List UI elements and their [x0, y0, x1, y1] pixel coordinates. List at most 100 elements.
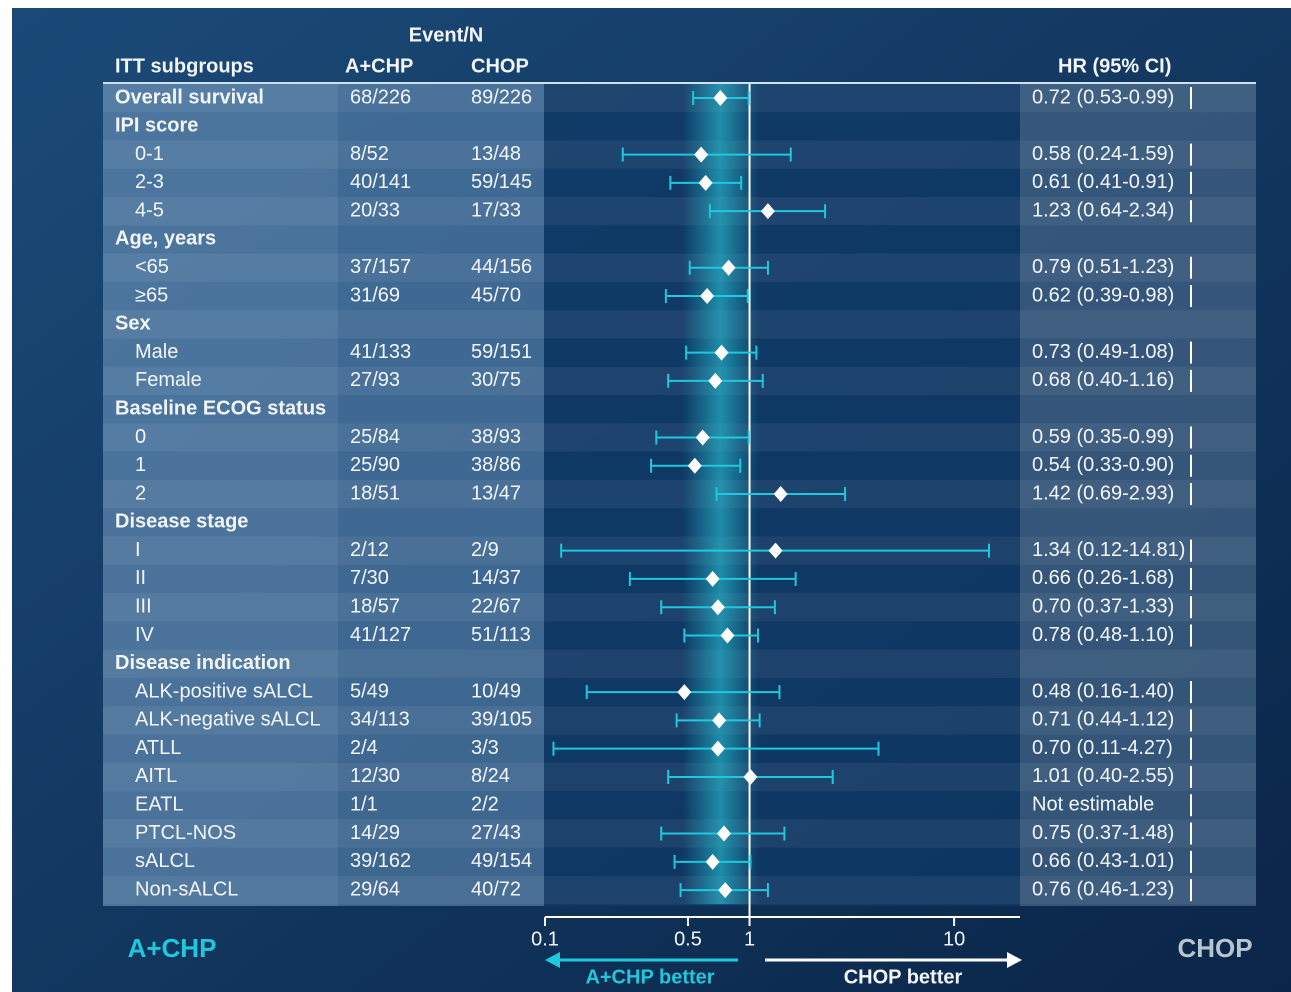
arm-a-events: 8/52: [350, 143, 389, 165]
arm-a-events: 25/90: [350, 454, 400, 476]
hr-point: [773, 486, 788, 503]
arm-b-events: 30/75: [471, 369, 521, 391]
arm-b-header: CHOP: [471, 55, 529, 77]
arm-a-events: 40/141: [350, 171, 411, 193]
arm-a-events: 2/4: [350, 737, 378, 759]
hr-text: 0.76 (0.46-1.23): [1032, 878, 1174, 900]
hr-text: 0.58 (0.24-1.59): [1032, 143, 1174, 165]
arm-a-events: 20/33: [350, 199, 400, 221]
row-label: ATLL: [135, 737, 181, 759]
row-label: Non-sALCL: [135, 878, 238, 900]
hr-text: 1.01 (0.40-2.55): [1032, 765, 1174, 787]
hr-point: [721, 259, 736, 276]
hr-text: 1.34 (0.12-14.81): [1032, 539, 1185, 561]
row-label: Male: [135, 341, 178, 363]
row-label: Disease stage: [115, 511, 248, 533]
row-label: Age, years: [115, 228, 216, 250]
events-panel: [338, 84, 544, 906]
hr-text: 0.54 (0.33-0.90): [1032, 454, 1174, 476]
hr-text: 0.62 (0.39-0.98): [1032, 284, 1174, 306]
arm-b-events: 45/70: [471, 284, 521, 306]
hr-point: [708, 372, 723, 389]
hr-point: [710, 599, 725, 616]
x-tick-label: 1: [744, 928, 755, 950]
hr-text: 0.78 (0.48-1.10): [1032, 624, 1174, 646]
row-label: sALCL: [135, 850, 195, 872]
hr-point: [698, 174, 713, 191]
hr-point: [694, 146, 709, 163]
row-label: AITL: [135, 765, 177, 787]
x-label-right: CHOP better: [844, 966, 963, 988]
x-tick-label: 0.1: [531, 928, 559, 950]
arm-a-events: 37/157: [350, 256, 411, 278]
row-label: EATL: [135, 794, 184, 816]
row-label: PTCL-NOS: [135, 822, 236, 844]
row-label: IPI score: [115, 115, 198, 137]
arm-a-events: 39/162: [350, 850, 411, 872]
x-tick-label: 10: [943, 928, 965, 950]
hr-point: [716, 825, 731, 842]
hr-point: [720, 627, 735, 644]
row-label: 4-5: [135, 199, 164, 221]
arm-a-events: 25/84: [350, 426, 400, 448]
hr-point: [695, 429, 710, 446]
hr-point: [710, 740, 725, 757]
arm-a-events: 31/69: [350, 284, 400, 306]
row-label: ≥65: [135, 284, 168, 306]
hr-point: [718, 882, 733, 899]
row-label: Overall survival: [115, 86, 264, 108]
arm-a-events: 18/51: [350, 482, 400, 504]
hr-text: 1.23 (0.64-2.34): [1032, 199, 1174, 221]
arm-b-events: 38/86: [471, 454, 521, 476]
arm-b-events: 49/154: [471, 850, 532, 872]
hr-text: 0.75 (0.37-1.48): [1032, 822, 1174, 844]
row-label: 1: [135, 454, 146, 476]
row-stripe: [103, 875, 1256, 905]
arm-b-events: 13/48: [471, 143, 521, 165]
hr-point: [714, 344, 729, 361]
row-stripe: [103, 649, 1256, 678]
row-label: Baseline ECOG status: [115, 397, 326, 419]
arm-b-events: 8/24: [471, 765, 510, 787]
row-stripe: [103, 83, 1256, 113]
hr-text: 0.66 (0.43-1.01): [1032, 850, 1174, 872]
row-label: II: [135, 567, 146, 589]
hr-text: 0.59 (0.35-0.99): [1032, 426, 1174, 448]
arm-a-events: 7/30: [350, 567, 389, 589]
row-label: Disease indication: [115, 652, 291, 674]
arm-b-events: 38/93: [471, 426, 521, 448]
arm-b-events: 89/226: [471, 86, 532, 108]
arm-b-events: 14/37: [471, 567, 521, 589]
hr-text: 0.70 (0.37-1.33): [1032, 596, 1174, 618]
arm-b-events: 27/43: [471, 822, 521, 844]
hr-text: 0.48 (0.16-1.40): [1032, 680, 1174, 702]
hr-point: [687, 457, 702, 474]
hr-text: 0.66 (0.26-1.68): [1032, 567, 1174, 589]
row-stripe: [103, 310, 1256, 339]
row-label: 0: [135, 426, 146, 448]
arm-a-events: 41/127: [350, 624, 411, 646]
row-stripe: [103, 253, 1256, 282]
corner-right: CHOP: [1177, 933, 1252, 963]
row-label: Female: [135, 369, 202, 391]
row-label: III: [135, 596, 152, 618]
row-stripe: [103, 479, 1256, 509]
hr-point: [705, 570, 720, 587]
arm-a-events: 2/12: [350, 539, 389, 561]
arm-b-events: 13/47: [471, 482, 521, 504]
arm-b-events: 44/156: [471, 256, 532, 278]
arm-b-events: 17/33: [471, 199, 521, 221]
row-label: ALK-negative sALCL: [135, 709, 321, 731]
arm-b-events: 59/151: [471, 341, 532, 363]
hr-point: [768, 542, 783, 559]
row-label: I: [135, 539, 141, 561]
events-header: Event/N: [409, 24, 483, 46]
row-label: IV: [135, 624, 155, 646]
hr-text: 0.72 (0.53-0.99): [1032, 86, 1174, 108]
row-label: 0-1: [135, 143, 164, 165]
row-label: 2-3: [135, 171, 164, 193]
arm-b-events: 51/113: [471, 624, 531, 646]
hr-panel: [1020, 84, 1256, 906]
arm-a-events: 18/57: [350, 596, 400, 618]
